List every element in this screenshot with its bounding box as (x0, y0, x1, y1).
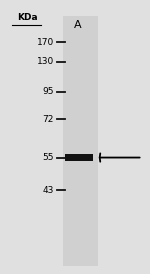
Text: 130: 130 (37, 57, 54, 66)
Text: A: A (74, 20, 82, 30)
Text: KDa: KDa (17, 13, 37, 22)
Text: 72: 72 (43, 115, 54, 124)
Text: 95: 95 (42, 87, 54, 96)
Text: 55: 55 (42, 153, 54, 162)
Bar (64, 154, 93, 161)
Text: 43: 43 (43, 186, 54, 195)
Bar (63, 16, 98, 266)
Text: 170: 170 (37, 38, 54, 47)
